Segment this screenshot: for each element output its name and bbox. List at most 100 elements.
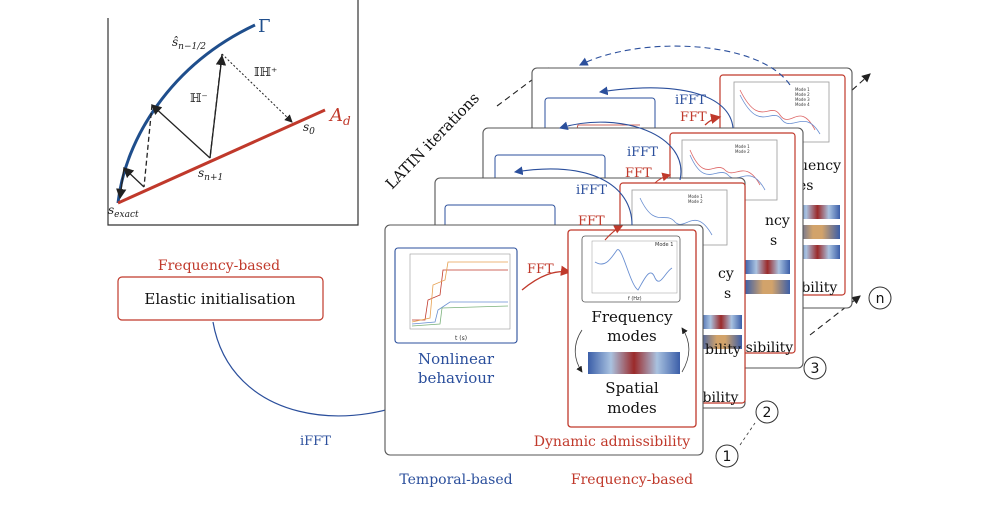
- h-minus-label: ℍ⁻: [190, 91, 208, 105]
- panel-n-mode2: Mode 2: [795, 92, 810, 97]
- nonlinear-curve-4: [411, 305, 509, 327]
- panel-2-bility: bility: [705, 342, 741, 358]
- s-half-label: ŝn−1/2: [172, 35, 206, 52]
- ifft-arrow-2: [558, 121, 682, 181]
- panel-3-mode2: Mode 2: [735, 149, 750, 154]
- front-fft-label: FFT: [527, 262, 554, 277]
- iteration-number-2: 2: [755, 400, 779, 424]
- zig4: [116, 167, 127, 200]
- zig1: [151, 104, 211, 159]
- ifft-label-2: iFFT: [627, 145, 658, 160]
- panel-3-s: s: [770, 233, 777, 249]
- iteration-label-3: 3: [811, 361, 820, 377]
- ifft-arrow-1: [513, 166, 633, 226]
- fft-arrow-2: [604, 225, 623, 241]
- panel-2-cy: cy: [718, 266, 734, 282]
- iteration-dash-1-2: [739, 422, 756, 446]
- frequency-based-label: Frequency-based: [571, 472, 693, 488]
- panel-2-ibility: ibility: [698, 390, 738, 406]
- iteration-number-n: n: [868, 286, 892, 310]
- panel-3-freq-curve2: [689, 154, 766, 191]
- iteration-label-2: 2: [763, 405, 772, 421]
- zig2: [143, 104, 153, 188]
- iteration-circle-2: [755, 400, 779, 424]
- panel-n-mode3: Mode 3: [795, 97, 810, 102]
- panel-n-mode4: Mode 4: [795, 102, 810, 107]
- panel-2-freq-curve: [639, 197, 713, 236]
- nonlinear-xlabel: t (s): [455, 335, 467, 342]
- fft-label-3: FFT: [625, 166, 652, 181]
- fft-arrow-4: [704, 113, 722, 126]
- spatial-mode-bar: [588, 352, 680, 374]
- iteration-label-n: n: [876, 291, 885, 307]
- panel-1: t (s) Nonlinear behaviour FFT Mode 1 f (…: [384, 224, 704, 456]
- nonlinear-curve-3: [411, 301, 508, 325]
- panel-3-mode1: Mode 1: [735, 144, 750, 149]
- ifft-arrow-top-dashed: [579, 45, 791, 86]
- spatial-modes-line2: modes: [607, 399, 656, 417]
- panel-3-freq-curve: [689, 149, 761, 186]
- freq-plot-axes: [591, 240, 678, 294]
- panel-2-es: s: [724, 286, 731, 302]
- latin-inset: Γ Ad ŝn−1/2 𝕀ℍ⁺ ℍ⁻ s0 sn+1 sexact: [107, 0, 359, 226]
- inset-frame: [107, 0, 359, 226]
- dynamic-admissibility-label: Dynamic admissibility: [534, 434, 690, 450]
- zig3: [123, 167, 145, 188]
- panel-n-spatial1: [795, 205, 840, 219]
- s0-label: s0: [303, 120, 315, 137]
- panel-3-spatial1: [745, 260, 790, 274]
- init-ifft-label: iFFT: [300, 434, 331, 449]
- gamma-label: Γ: [258, 16, 271, 37]
- freq-plot-xlabel: f (Hz): [628, 296, 642, 302]
- cycle-arrow-left: [574, 329, 583, 373]
- ad-label: Ad: [328, 105, 351, 128]
- panel-2-spatial1: [700, 315, 742, 329]
- iteration-number-1: 1: [715, 444, 739, 468]
- iteration-circle-3: [803, 356, 827, 380]
- freq-plot-legend: Mode 1: [655, 242, 673, 248]
- panel-n-freq-curve: [739, 89, 816, 131]
- latin-label: LATIN iterations: [382, 89, 483, 193]
- panel-2-spatial2: [700, 335, 742, 349]
- panel-n-freq-curve2: [739, 94, 821, 135]
- panel-3-spatial2: [745, 280, 790, 294]
- ifft-arrow-3: [598, 86, 734, 129]
- h-minus-solid: [209, 54, 227, 159]
- nonlinear-plot-axes: [409, 253, 511, 330]
- init-box: [117, 276, 324, 321]
- elastic-init-block: Frequency-based Elastic initialisation: [117, 258, 324, 321]
- panel-n-spatial3: [795, 245, 840, 259]
- panel-n-mode1: Mode 1: [795, 87, 810, 92]
- panel-3-ncy: ncy: [765, 213, 790, 229]
- fft-label-2: FFT: [578, 214, 605, 229]
- panel-2-mode2: Mode 2: [688, 199, 703, 204]
- ifft-label-1: iFFT: [576, 183, 607, 198]
- iteration-number-3: 3: [803, 356, 827, 380]
- ad-line: [117, 108, 326, 205]
- nonlinear-curve-2: [411, 261, 508, 323]
- h-plus-dashed: [221, 53, 293, 123]
- panel-2-mode1: Mode 1: [688, 194, 703, 199]
- nonlinear-line1: Nonlinear: [418, 350, 495, 368]
- fft-arrow-3: [654, 172, 672, 184]
- front-fft-arrow: [521, 265, 572, 291]
- spatial-modes-line1: Spatial: [605, 379, 659, 397]
- nonlinear-line2: behaviour: [418, 369, 495, 387]
- latin-arrow-right: [829, 73, 871, 111]
- freq-plot-curve: [594, 249, 673, 291]
- iteration-circle-1: [715, 444, 739, 468]
- freq-modes-line2: modes: [607, 327, 656, 345]
- panel-n-spatial2: [795, 225, 840, 239]
- cycle-arrow-right: [681, 327, 690, 373]
- sn1-label: sn+1: [198, 166, 223, 183]
- temporal-based-label: Temporal-based: [399, 472, 512, 488]
- iteration-label-1: 1: [723, 449, 732, 465]
- h-plus-label: 𝕀ℍ⁺: [254, 65, 277, 79]
- freq-modes-line1: Frequency: [591, 308, 673, 326]
- fft-label-4: FFT: [680, 110, 707, 125]
- sexact-label: sexact: [108, 203, 139, 220]
- init-header: Frequency-based: [158, 258, 280, 274]
- init-label: Elastic initialisation: [144, 290, 295, 308]
- iteration-circle-n: [868, 286, 892, 310]
